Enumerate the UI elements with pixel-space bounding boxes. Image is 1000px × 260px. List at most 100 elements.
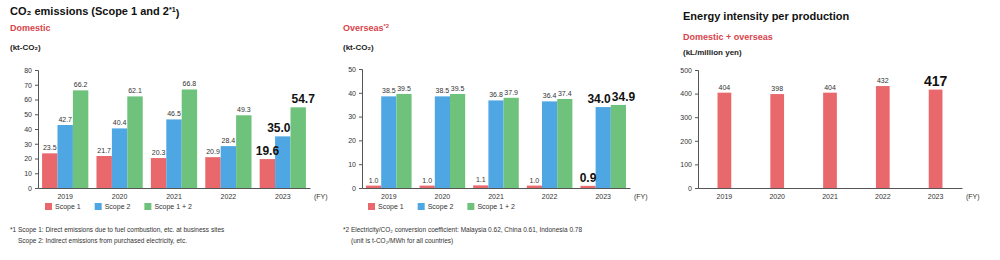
data-label: 23.5 [43,144,57,151]
y-axis: 01020304050 [348,66,362,192]
y-tick-mark [35,70,38,71]
y-axis: 0 100 200 300 400 500 [680,67,698,192]
y-axis-title: (kt-CO₂) [343,43,374,52]
x-tick-label: 2022 [221,193,237,200]
bar [236,115,251,188]
x-tick: 2022 [221,188,237,200]
y-tick: 300 [680,114,698,121]
footnote-mark: *2 [384,23,390,29]
data-label: 1.0 [530,177,540,184]
legend-item: Scope 1 [45,203,81,211]
text-part: ) [176,7,180,19]
y-tick-label: 0 [352,185,356,192]
y-tick-label: 300 [680,114,692,121]
y-tick: 20 [348,137,362,144]
x-tick-label: 2020 [769,193,785,200]
y-tick-label: 400 [680,90,692,97]
legend-swatch [368,203,375,210]
y-tick: 70 [24,81,38,88]
data-label: 28.4 [222,137,236,144]
bar [57,125,72,188]
data-label: 1.0 [422,177,432,184]
bar [488,100,503,188]
y-tick: 50 [348,66,362,73]
y-tick-label: 10 [24,170,32,177]
legend-swatch [467,203,474,210]
chart-panel: 0100200300400500201920202021202220234043… [680,10,979,201]
text-part: CO₂ emissions (Scope 1 and 2 [10,5,169,17]
x-tick-label: 2023 [928,193,944,200]
y-tick: 60 [24,96,38,103]
legend-swatch [45,203,52,210]
bar [182,89,197,188]
data-label: 40.4 [113,119,127,126]
chart-title: Energy intensity per production [683,10,850,22]
x-tick-label: 2019 [57,193,73,200]
chart-subtitle: Domestic + overseas [683,32,773,42]
footnote: Scope 2: Indirect emissions from purchas… [18,237,187,245]
data-label: 37.4 [558,90,572,97]
data-label: 398 [771,85,783,92]
x-tick-label: 2022 [542,193,558,200]
bar [823,93,837,188]
bar [112,128,127,188]
bar [929,90,943,188]
x-axis-line [39,188,311,189]
y-axis-title: (kL/million yen) [683,48,742,57]
y-tick-label: 80 [24,67,32,74]
bar [221,146,236,188]
y-tick-label: 20 [348,137,356,144]
y-tick-label: 20 [24,155,32,162]
y-tick: 40 [24,126,38,133]
y-tick-mark [695,117,698,118]
data-label: 66.2 [74,81,88,88]
y-tick-mark [35,100,38,101]
legend-swatch [144,203,151,210]
data-labels: 404398404432417 [719,73,948,92]
data-label: 36.8 [489,91,503,98]
x-axis-title: (FY) [966,193,980,201]
data-label: 39.5 [451,85,465,92]
data-label: 432 [877,77,889,84]
y-tick: 100 [680,161,698,168]
data-label: 1.1 [476,176,486,183]
data-label: 20.9 [206,148,220,155]
bar [473,185,488,188]
y-tick-mark [359,93,362,94]
data-label: 19.6 [256,144,280,158]
legend-label: Scope 2 [105,203,131,211]
bar [718,93,732,188]
legend-label: Scope 1 [55,203,81,211]
y-tick-mark [35,144,38,145]
legend: Scope 1Scope 2Scope 1 + 2 [368,203,515,211]
data-label: 35.0 [267,121,291,135]
y-tick-label: 200 [680,138,692,145]
bar [611,105,626,188]
x-tick: 2021 [166,188,182,200]
y-tick-label: 500 [680,67,692,74]
x-axis: 20192020202120222023 [39,188,311,200]
bar [504,98,519,188]
chart-subtitle: Domestic [10,23,51,33]
bar [127,96,142,188]
data-label: 36.4 [543,92,557,99]
legend-item: Scope 2 [95,203,131,211]
y-tick-mark [695,164,698,165]
footnote-mark: *1 [169,6,176,14]
data-label: 21.7 [97,147,111,154]
y-tick-mark [359,188,362,189]
y-tick-mark [695,94,698,95]
data-labels: 23.521.720.320.919.642.740.446.528.435.0… [43,80,315,158]
data-label: 66.8 [183,80,197,87]
data-labels: 1.01.01.11.00.938.538.536.836.434.039.53… [369,85,636,185]
data-label: 38.5 [436,87,450,94]
y-tick: 0 [688,185,698,192]
legend-label: Scope 1 [378,203,404,211]
y-axis-line [35,71,39,189]
y-tick: 50 [24,111,38,118]
data-label: 34.9 [612,90,636,104]
x-tick-label: 2020 [112,193,128,200]
bar [450,94,465,188]
bar [557,99,572,188]
x-tick: 2020 [435,188,451,200]
